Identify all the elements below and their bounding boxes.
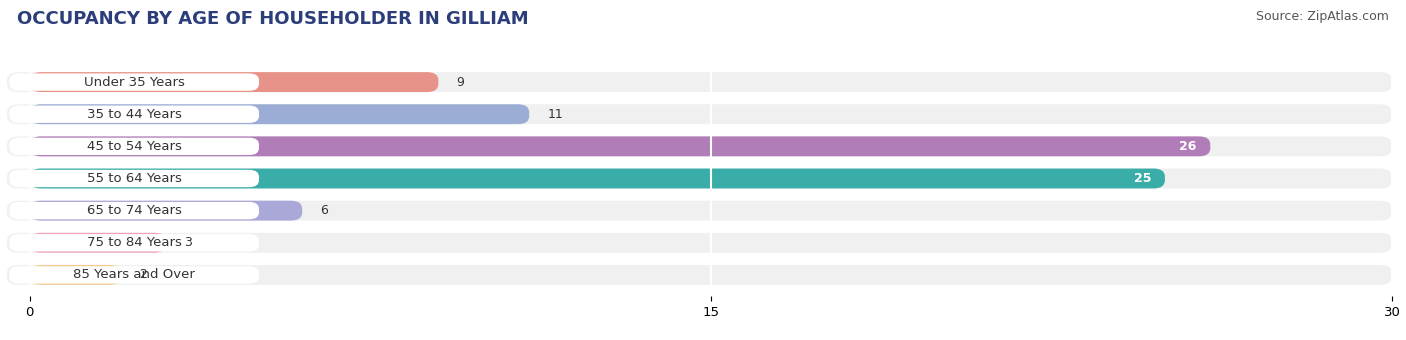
- FancyBboxPatch shape: [30, 136, 1211, 156]
- FancyBboxPatch shape: [30, 265, 121, 285]
- FancyBboxPatch shape: [10, 202, 259, 219]
- FancyBboxPatch shape: [10, 105, 259, 123]
- FancyBboxPatch shape: [7, 169, 1392, 188]
- FancyBboxPatch shape: [10, 138, 259, 155]
- Text: 11: 11: [547, 108, 564, 121]
- FancyBboxPatch shape: [7, 72, 1392, 92]
- FancyBboxPatch shape: [10, 170, 259, 187]
- FancyBboxPatch shape: [10, 234, 259, 252]
- Text: 55 to 64 Years: 55 to 64 Years: [87, 172, 181, 185]
- FancyBboxPatch shape: [7, 201, 1392, 221]
- Text: 25: 25: [1133, 172, 1152, 185]
- Text: 35 to 44 Years: 35 to 44 Years: [87, 108, 181, 121]
- Text: 9: 9: [457, 75, 464, 89]
- Text: OCCUPANCY BY AGE OF HOUSEHOLDER IN GILLIAM: OCCUPANCY BY AGE OF HOUSEHOLDER IN GILLI…: [17, 10, 529, 28]
- FancyBboxPatch shape: [10, 73, 259, 91]
- FancyBboxPatch shape: [7, 265, 1392, 285]
- FancyBboxPatch shape: [7, 233, 1392, 253]
- Text: Source: ZipAtlas.com: Source: ZipAtlas.com: [1256, 10, 1389, 23]
- FancyBboxPatch shape: [30, 233, 166, 253]
- FancyBboxPatch shape: [30, 201, 302, 221]
- Text: 85 Years and Over: 85 Years and Over: [73, 268, 195, 282]
- Text: 65 to 74 Years: 65 to 74 Years: [87, 204, 181, 217]
- FancyBboxPatch shape: [30, 169, 1166, 188]
- FancyBboxPatch shape: [7, 104, 1392, 124]
- FancyBboxPatch shape: [7, 136, 1392, 156]
- Text: Under 35 Years: Under 35 Years: [84, 75, 184, 89]
- Text: 75 to 84 Years: 75 to 84 Years: [87, 236, 181, 249]
- Text: 45 to 54 Years: 45 to 54 Years: [87, 140, 181, 153]
- Text: 3: 3: [184, 236, 193, 249]
- Text: 26: 26: [1180, 140, 1197, 153]
- FancyBboxPatch shape: [30, 72, 439, 92]
- Text: 2: 2: [139, 268, 146, 282]
- FancyBboxPatch shape: [10, 266, 259, 284]
- FancyBboxPatch shape: [30, 104, 529, 124]
- Text: 6: 6: [321, 204, 328, 217]
